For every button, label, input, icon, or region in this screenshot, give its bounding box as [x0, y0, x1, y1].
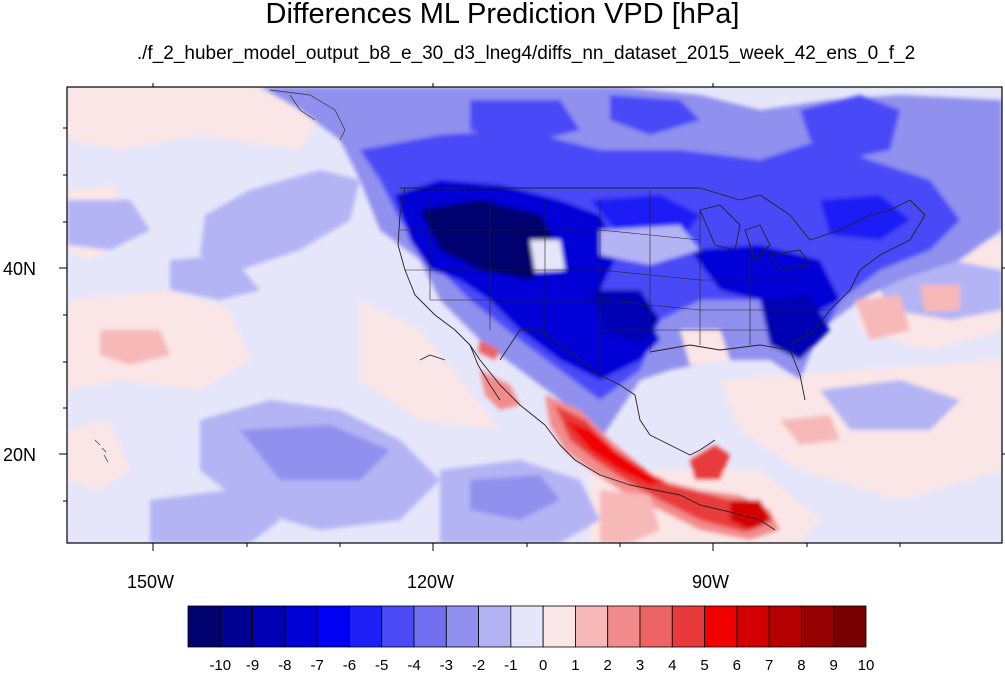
colorbar-swatch	[833, 605, 867, 648]
colorbar-swatch	[736, 605, 770, 648]
colorbar-tick-label: 8	[797, 657, 806, 674]
colorbar-tick-label: 4	[668, 657, 677, 674]
colorbar-tick-label: 6	[732, 657, 742, 674]
colorbar-tick-label: 2	[603, 657, 612, 674]
colorbar-swatch	[478, 605, 512, 648]
colorbar-tick-label: 7	[764, 657, 774, 674]
lon-label-120w: 120W	[407, 572, 455, 592]
map-title: Differences ML Prediction VPD [hPa]	[265, 0, 740, 30]
axis-ticks	[59, 83, 1005, 551]
colorbar-tick-label: -1	[504, 657, 518, 674]
colorbar-tick-label: -2	[471, 657, 486, 674]
colorbar-swatch	[252, 605, 286, 648]
colorbar-swatch	[639, 605, 673, 648]
colorbar-swatch	[187, 605, 221, 648]
vpd-difference-field	[67, 87, 1002, 543]
lat-label-40n: 40N	[3, 259, 37, 279]
colorbar-swatch	[671, 605, 705, 648]
colorbar-swatch	[704, 605, 738, 648]
lat-label-20n: 20N	[3, 445, 37, 465]
colorbar-tick-label: -3	[439, 657, 453, 674]
colorbar-swatch	[316, 605, 350, 648]
colorbar-tick-label: -10	[209, 657, 232, 674]
colorbar-swatch	[349, 605, 383, 648]
map-subtitle: ./f_2_huber_model_output_b8_e_30_d3_lneg…	[136, 43, 916, 64]
colorbar-swatch	[284, 605, 318, 648]
lon-label-90w: 90W	[692, 572, 730, 592]
colorbar-swatch	[768, 605, 802, 648]
colorbar-tick-label: 1	[571, 657, 580, 674]
colorbar-tick-label: 5	[700, 657, 709, 674]
colorbar-tick-label: -5	[375, 657, 389, 674]
colorbar	[187, 605, 867, 648]
colorbar-tick-label: -6	[342, 657, 357, 674]
colorbar-swatch	[510, 605, 544, 648]
colorbar-swatch	[607, 605, 641, 648]
colorbar-tick-label: 10	[857, 657, 875, 674]
lon-label-150w: 150W	[127, 572, 175, 592]
colorbar-swatch	[801, 605, 835, 648]
colorbar-swatch	[445, 605, 479, 648]
colorbar-swatch	[542, 605, 576, 648]
colorbar-swatch	[381, 605, 415, 648]
colorbar-tick-label: 3	[635, 657, 645, 674]
colorbar-swatch	[575, 605, 609, 648]
colorbar-swatch	[219, 605, 253, 648]
colorbar-tick-label: -7	[310, 657, 324, 674]
colorbar-tick-label: 9	[829, 657, 838, 674]
colorbar-tick-label: -4	[407, 657, 421, 674]
colorbar-tick-label: 0	[538, 657, 548, 674]
colorbar-swatch	[413, 605, 447, 648]
colorbar-tick-label: -8	[278, 657, 292, 674]
colorbar-tick-label: -9	[245, 657, 260, 674]
